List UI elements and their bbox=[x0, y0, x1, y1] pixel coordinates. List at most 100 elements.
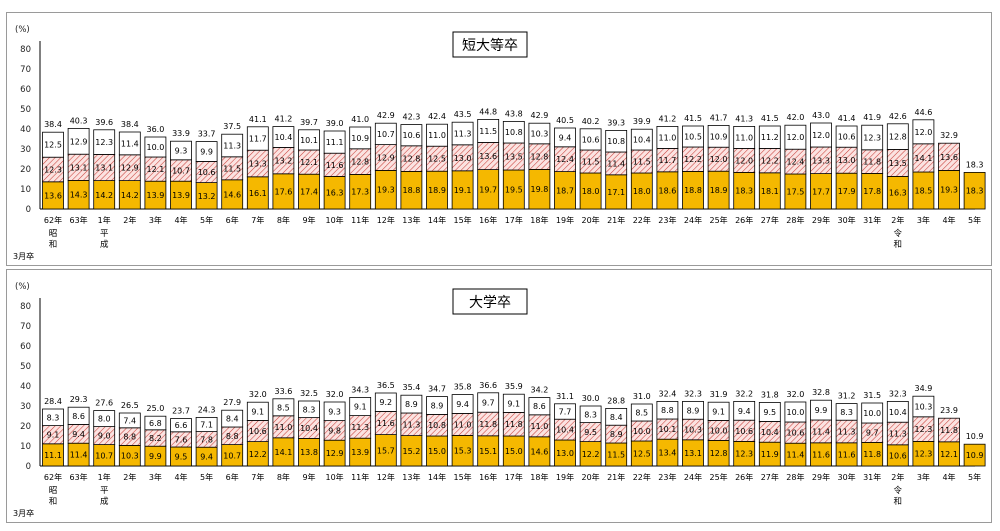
x-tick-label: 11年 bbox=[351, 472, 369, 482]
y-tick-label: 30 bbox=[20, 145, 31, 155]
bar-segment-top bbox=[630, 403, 653, 422]
bar-segment-top bbox=[195, 416, 218, 432]
data-label-total: 36.5 bbox=[377, 381, 395, 390]
data-label-top: 9.1 bbox=[354, 403, 367, 412]
data-label-top: 8.5 bbox=[277, 403, 290, 412]
data-label-top: 10.6 bbox=[838, 133, 856, 142]
data-label-total: 35.8 bbox=[454, 383, 472, 392]
data-label-top: 10.1 bbox=[300, 136, 318, 145]
bar-segment-top bbox=[886, 123, 909, 150]
data-label-middle: 11.8 bbox=[479, 420, 497, 429]
data-label-total: 34.2 bbox=[530, 386, 548, 395]
y-tick-label: 20 bbox=[20, 165, 31, 175]
bar-segment-top bbox=[246, 126, 269, 151]
data-label-bottom: 11.6 bbox=[838, 450, 856, 459]
data-label-bottom: 18.6 bbox=[658, 186, 676, 195]
bar-segment-top bbox=[118, 131, 141, 156]
data-label-total: 31.9 bbox=[710, 390, 728, 399]
data-label-top: 7.4 bbox=[123, 416, 136, 425]
data-label-bottom: 14.6 bbox=[530, 447, 548, 456]
data-label-bottom: 18.3 bbox=[735, 187, 753, 196]
bar-segment-top bbox=[400, 394, 423, 414]
x-tick-label: 24年 bbox=[684, 215, 702, 225]
x-axis-prefix-label: 3月卒 bbox=[13, 251, 34, 261]
data-label-middle: 13.1 bbox=[70, 163, 88, 172]
x-tick-label: 63年 bbox=[70, 215, 88, 225]
data-label-bottom: 12.3 bbox=[735, 450, 753, 459]
bar-segment-middle bbox=[938, 417, 960, 443]
y-tick-label: 20 bbox=[20, 422, 31, 432]
data-label-middle: 9.1 bbox=[47, 431, 60, 440]
x-tick-label: 10年 bbox=[326, 215, 344, 225]
data-label-bottom: 12.2 bbox=[249, 450, 267, 459]
x-tick-label: 7年 bbox=[251, 215, 264, 225]
data-label-top: 12.0 bbox=[914, 128, 932, 137]
bar-segment-top bbox=[272, 126, 295, 148]
data-label-bottom: 13.9 bbox=[172, 191, 190, 200]
data-label-bottom: 9.4 bbox=[200, 453, 213, 462]
data-label-bottom: 16.3 bbox=[326, 189, 344, 198]
era-label-char: 令 bbox=[894, 485, 903, 496]
data-label-middle: 7.8 bbox=[200, 435, 213, 444]
data-label-bottom: 10.9 bbox=[966, 451, 984, 460]
bar-segment-bottom bbox=[963, 171, 986, 210]
data-label-middle: 11.4 bbox=[812, 427, 830, 436]
data-label-middle: 10.8 bbox=[428, 421, 446, 430]
x-tick-label: 6年 bbox=[226, 472, 239, 482]
data-label-middle: 13.1 bbox=[95, 164, 113, 173]
bar-segment-top bbox=[451, 121, 474, 146]
data-label-top: 12.0 bbox=[812, 131, 830, 140]
x-tick-label: 21年 bbox=[607, 472, 625, 482]
x-tick-label: 8年 bbox=[277, 472, 290, 482]
data-label-middle: 12.3 bbox=[914, 425, 932, 434]
x-tick-label: 12年 bbox=[377, 472, 395, 482]
x-tick-label: 11年 bbox=[351, 215, 369, 225]
data-label-bottom: 9.5 bbox=[175, 453, 188, 462]
data-label-total: 39.7 bbox=[300, 118, 318, 127]
data-label-total: 37.5 bbox=[223, 122, 241, 131]
data-label-top: 9.1 bbox=[507, 399, 520, 408]
data-label-bottom: 11.5 bbox=[607, 451, 625, 460]
bar-segment-middle bbox=[938, 142, 960, 171]
data-label-total: 42.9 bbox=[530, 111, 548, 120]
data-label-top: 6.8 bbox=[149, 419, 162, 428]
bar-segment-top bbox=[861, 402, 884, 424]
bar-segment-top bbox=[195, 141, 218, 162]
data-label-total: 32.2 bbox=[735, 389, 753, 398]
data-label-middle: 10.6 bbox=[735, 427, 753, 436]
data-label-total: 31.2 bbox=[838, 392, 856, 401]
y-axis-unit-label: (%) bbox=[15, 25, 30, 35]
data-label-total: 34.9 bbox=[914, 384, 932, 393]
data-label-middle: 10.6 bbox=[786, 429, 804, 438]
data-label-top: 12.8 bbox=[889, 133, 907, 142]
x-tick-label: 26年 bbox=[735, 472, 753, 482]
data-label-total: 18.3 bbox=[966, 160, 984, 169]
data-label-bottom: 17.8 bbox=[863, 187, 881, 196]
data-label-middle: 11.6 bbox=[377, 419, 395, 428]
data-label-total: 28.8 bbox=[607, 396, 625, 405]
data-label-middle: 12.1 bbox=[300, 158, 318, 167]
bar-segment-top bbox=[733, 400, 756, 421]
data-label-total: 32.4 bbox=[658, 389, 676, 398]
bar-segment-top bbox=[579, 128, 602, 151]
data-label-top: 7.7 bbox=[559, 408, 572, 417]
bar-segment-top bbox=[349, 397, 372, 417]
data-label-middle: 8.8 bbox=[226, 432, 239, 441]
x-tick-label: 14年 bbox=[428, 215, 446, 225]
data-label-total: 42.0 bbox=[786, 113, 804, 122]
data-label-bottom: 11.8 bbox=[863, 450, 881, 459]
x-tick-label: 7年 bbox=[251, 472, 264, 482]
data-label-top: 10.9 bbox=[710, 132, 728, 141]
y-tick-label: 0 bbox=[26, 462, 31, 472]
data-label-bottom: 17.4 bbox=[300, 188, 318, 197]
data-label-bottom: 12.2 bbox=[582, 450, 600, 459]
bar-segment-top bbox=[758, 125, 781, 149]
data-label-middle: 11.4 bbox=[607, 159, 625, 168]
y-tick-label: 60 bbox=[20, 342, 31, 352]
x-tick-label: 4年 bbox=[174, 472, 187, 482]
data-label-bottom: 13.8 bbox=[300, 448, 318, 457]
chart-panel-tandai: (%) 0 10 20 30 40 50 60 70 80 短大等卒 13.6 12.3 12.5 38.4… bbox=[6, 12, 992, 266]
data-label-total: 38.4 bbox=[44, 120, 62, 129]
x-tick-label: 22年 bbox=[633, 472, 651, 482]
data-label-middle: 10.4 bbox=[556, 426, 574, 435]
